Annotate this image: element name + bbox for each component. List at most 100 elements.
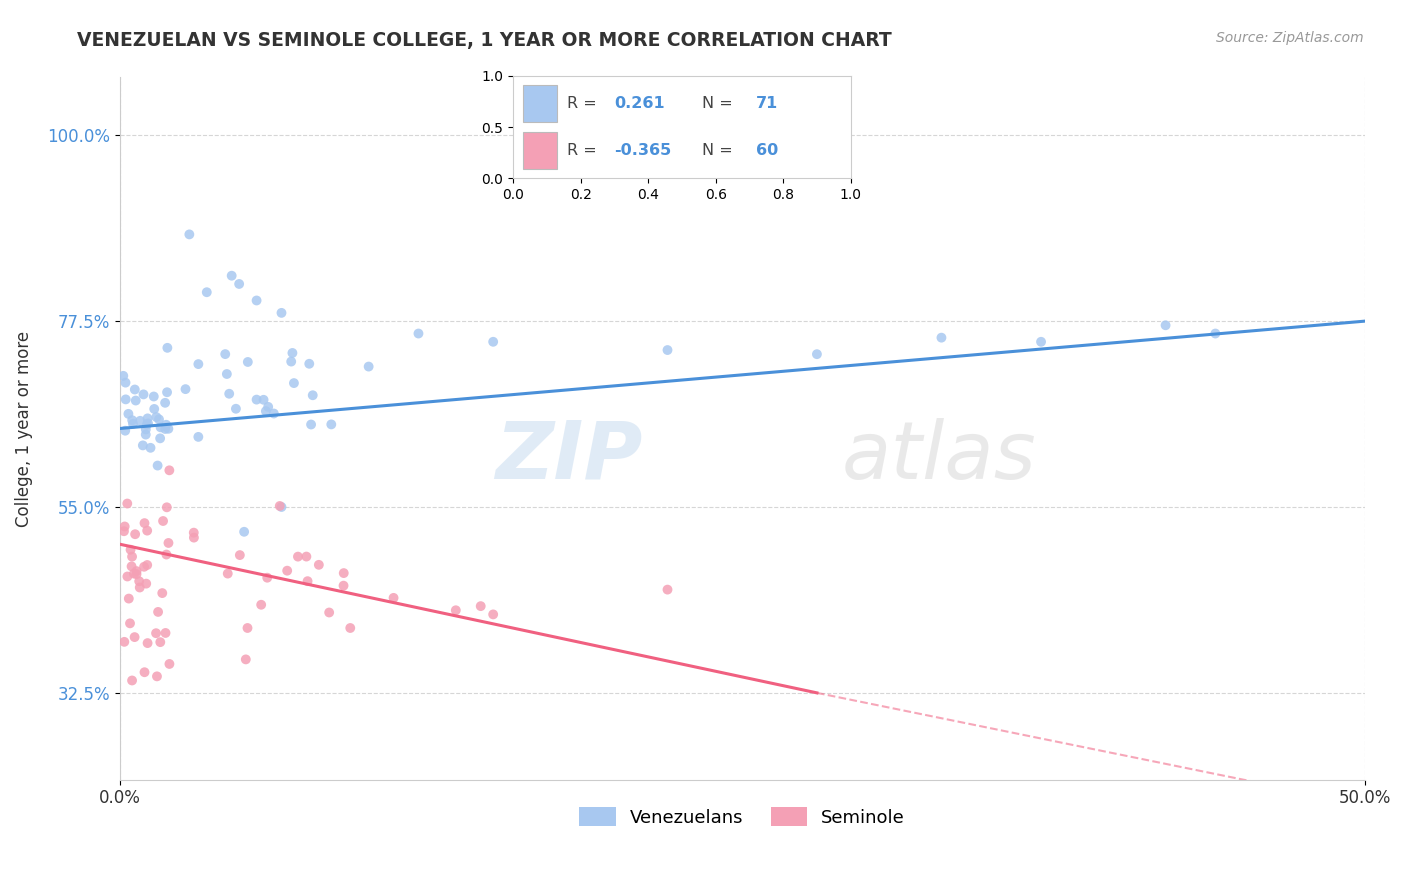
Point — [117, 407, 139, 421]
Point — [382, 591, 405, 605]
Point — [308, 558, 330, 572]
Point — [217, 566, 239, 581]
Point — [236, 621, 259, 635]
Point — [256, 571, 278, 585]
Point — [155, 417, 177, 432]
Point — [135, 417, 157, 432]
Point — [174, 382, 197, 396]
Point — [136, 411, 159, 425]
Point — [236, 355, 259, 369]
Point — [1029, 334, 1052, 349]
Point — [155, 626, 177, 640]
Text: Source: ZipAtlas.com: Source: ZipAtlas.com — [1216, 31, 1364, 45]
Point — [157, 536, 180, 550]
Point — [482, 334, 505, 349]
Point — [157, 463, 180, 477]
Point — [149, 431, 172, 445]
Point — [153, 396, 176, 410]
Point — [143, 401, 166, 416]
Point — [135, 422, 157, 436]
Point — [132, 387, 155, 401]
Point — [270, 500, 292, 514]
FancyBboxPatch shape — [523, 132, 557, 169]
Point — [444, 603, 467, 617]
Point — [235, 652, 257, 666]
Point — [156, 385, 179, 400]
Point — [132, 559, 155, 574]
Point — [263, 407, 285, 421]
Text: 0.261: 0.261 — [614, 96, 665, 111]
Point — [297, 574, 319, 589]
Point — [298, 357, 321, 371]
Point — [118, 616, 141, 631]
Point — [1204, 326, 1226, 341]
Point — [470, 599, 492, 614]
Point — [122, 417, 145, 431]
Point — [145, 626, 167, 640]
Point — [195, 285, 218, 300]
Y-axis label: College, 1 year or more: College, 1 year or more — [15, 330, 32, 526]
Point — [225, 401, 247, 416]
Point — [254, 404, 277, 418]
Point — [301, 388, 323, 402]
Point — [270, 306, 292, 320]
Point — [132, 438, 155, 452]
Point — [114, 376, 136, 390]
Point — [276, 564, 298, 578]
Point — [124, 527, 146, 541]
FancyBboxPatch shape — [523, 85, 557, 122]
Point — [287, 549, 309, 564]
Point — [218, 386, 240, 401]
Legend: Venezuelans, Seminole: Venezuelans, Seminole — [572, 800, 912, 834]
Point — [112, 368, 135, 383]
Point — [229, 548, 252, 562]
Point — [135, 427, 157, 442]
Point — [134, 665, 156, 680]
Point — [156, 500, 179, 515]
Point — [117, 497, 139, 511]
Text: R =: R = — [567, 144, 598, 158]
Point — [252, 392, 274, 407]
Point — [149, 635, 172, 649]
Point — [357, 359, 380, 374]
Point — [139, 441, 162, 455]
Point — [118, 591, 141, 606]
Point — [482, 607, 505, 622]
Point — [339, 621, 361, 635]
Point — [120, 542, 142, 557]
Point — [183, 525, 205, 540]
Point — [183, 531, 205, 545]
Point — [136, 417, 159, 431]
Point — [117, 569, 139, 583]
Point — [145, 410, 167, 425]
Point — [146, 605, 169, 619]
Point — [1154, 318, 1177, 333]
Point — [318, 606, 340, 620]
Point — [135, 576, 157, 591]
Text: 71: 71 — [756, 96, 779, 111]
Point — [408, 326, 430, 341]
Point — [146, 458, 169, 473]
Point — [280, 354, 302, 368]
Point — [124, 630, 146, 644]
Point — [121, 559, 143, 574]
Point — [136, 524, 159, 538]
Point — [114, 424, 136, 438]
Point — [233, 524, 256, 539]
Point — [128, 581, 150, 595]
Point — [142, 390, 165, 404]
Point — [931, 331, 953, 345]
Point — [125, 564, 148, 578]
Point — [332, 579, 354, 593]
Point — [245, 293, 267, 308]
Text: N =: N = — [702, 96, 733, 111]
Point — [122, 566, 145, 581]
Text: atlas: atlas — [842, 417, 1036, 496]
Point — [157, 657, 180, 671]
Point — [299, 417, 322, 432]
Point — [281, 346, 304, 360]
Point — [657, 582, 679, 597]
Point — [136, 558, 159, 572]
Point — [121, 549, 143, 564]
Point — [221, 268, 243, 283]
